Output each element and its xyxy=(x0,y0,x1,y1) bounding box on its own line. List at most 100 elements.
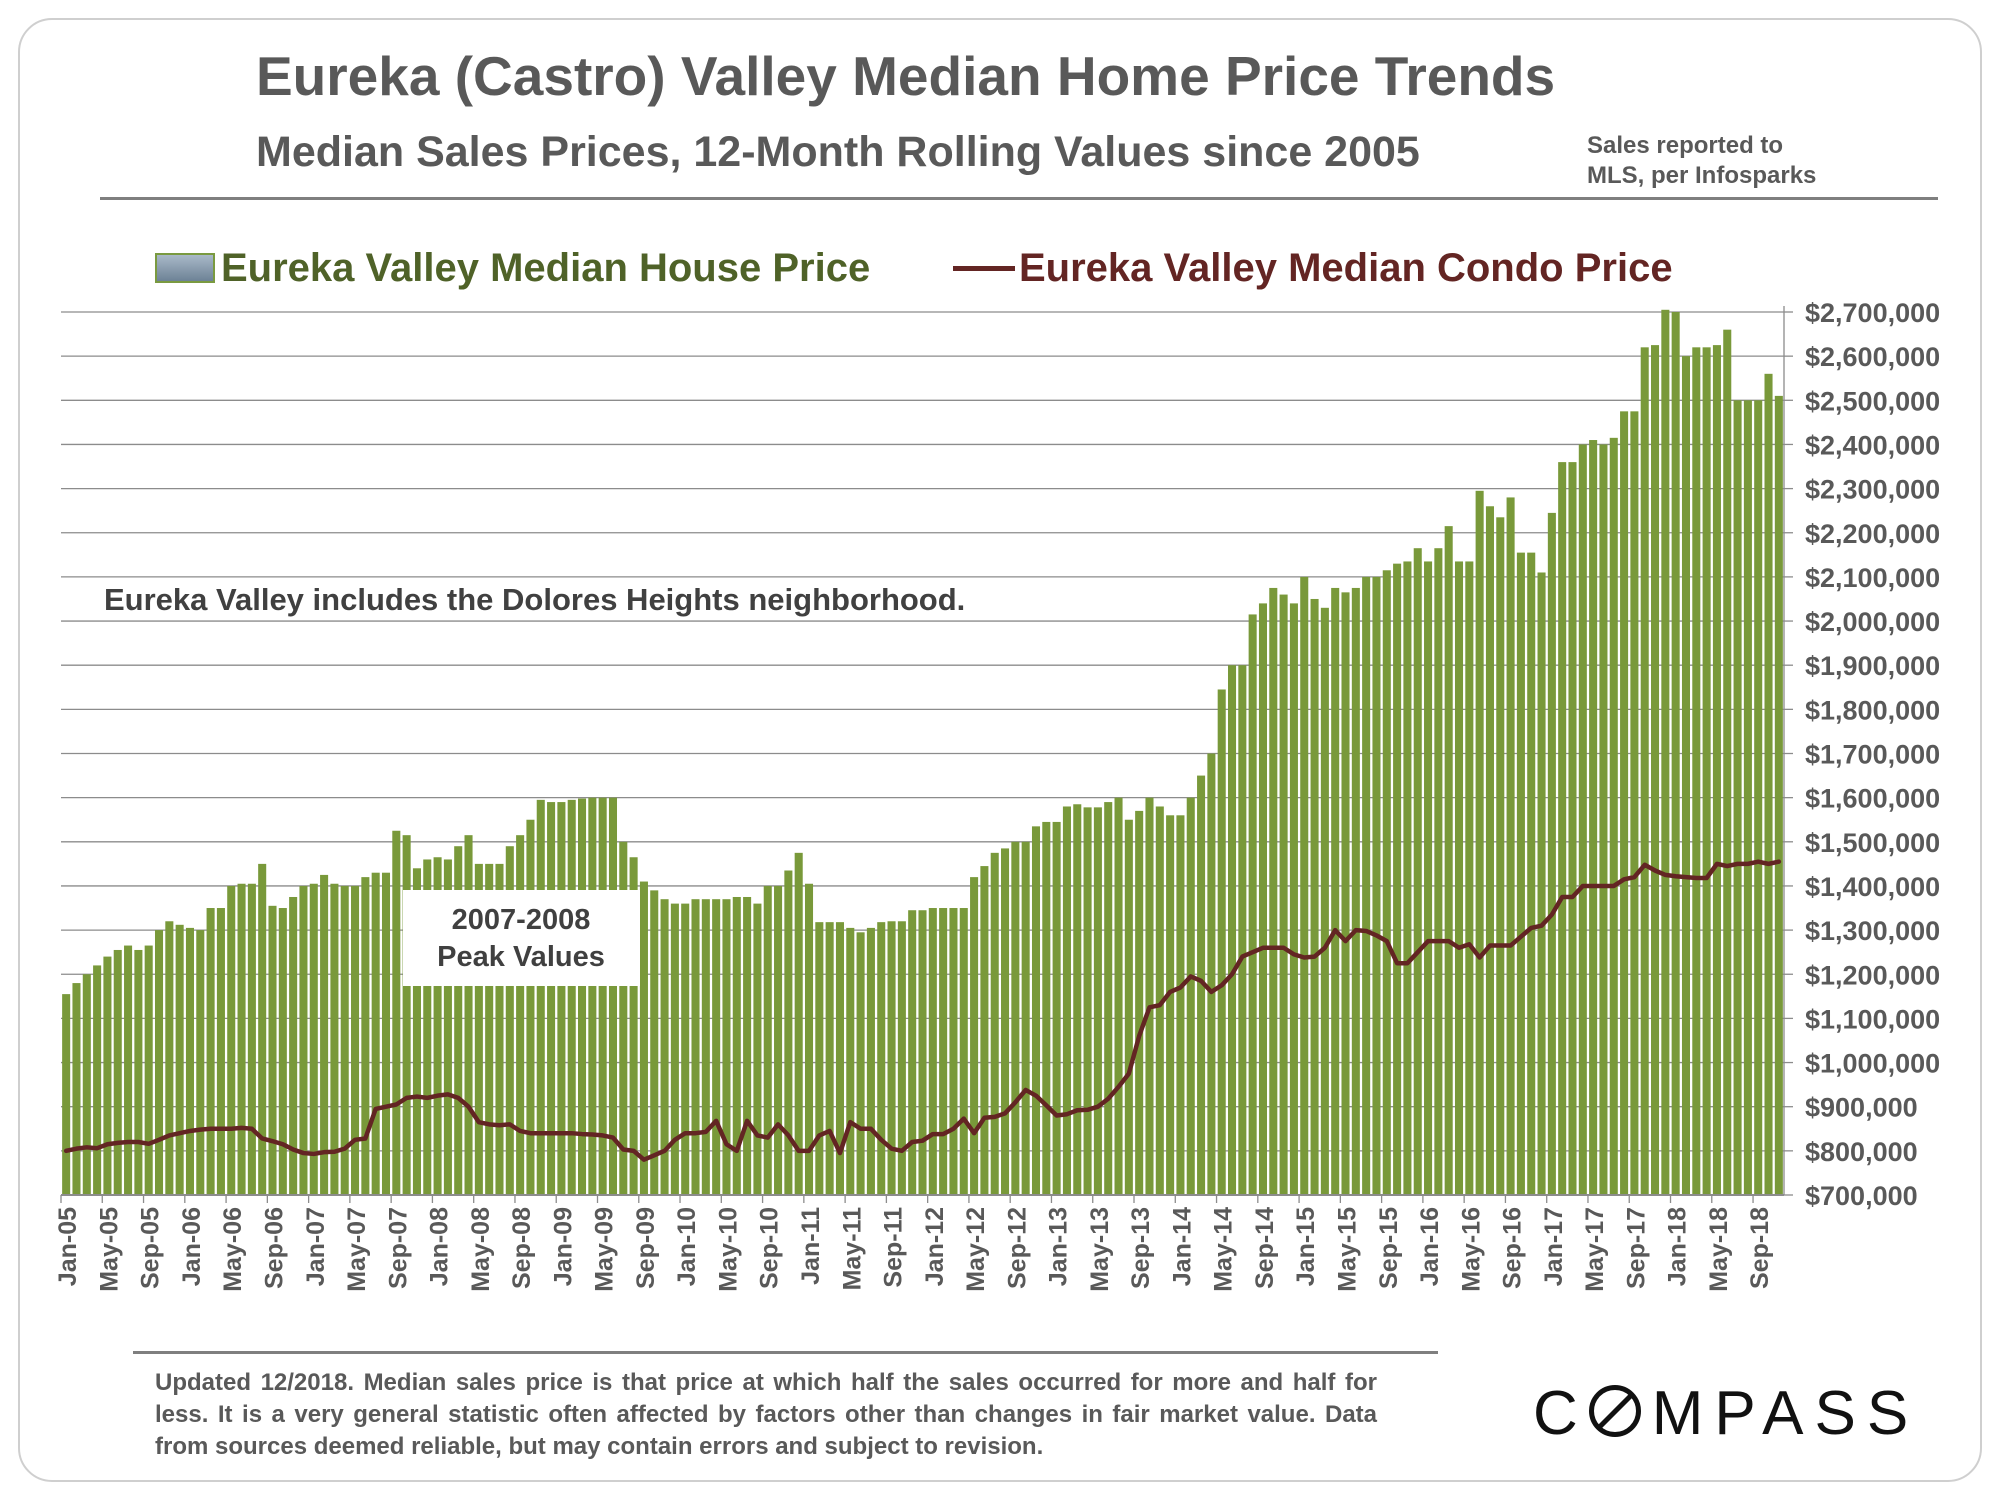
house-price-bar xyxy=(1011,841,1020,1195)
house-price-bar xyxy=(1289,603,1298,1195)
y-tick-label: $700,000 xyxy=(1805,1181,1918,1211)
house-price-bar xyxy=(206,908,215,1195)
house-price-bar xyxy=(1155,806,1164,1195)
house-price-bar xyxy=(1104,802,1113,1195)
house-price-bar xyxy=(1031,826,1041,1195)
house-price-bar xyxy=(1589,440,1598,1195)
house-price-bar xyxy=(774,885,783,1195)
house-price-bar xyxy=(247,883,256,1195)
x-tick-label: Sep-12 xyxy=(1003,1207,1031,1289)
house-price-bar xyxy=(196,930,205,1195)
house-price-bar xyxy=(1382,570,1391,1195)
x-tick-label: Sep-14 xyxy=(1251,1207,1279,1289)
house-price-bar xyxy=(1042,821,1051,1195)
house-price-bar xyxy=(743,896,752,1195)
house-price-bar xyxy=(794,852,803,1195)
house-price-bar xyxy=(175,924,184,1195)
house-price-bar xyxy=(485,863,494,1196)
x-tick-label: Jan-10 xyxy=(673,1207,701,1286)
house-price-bar xyxy=(1578,444,1587,1195)
house-price-bar xyxy=(1568,462,1577,1195)
y-tick-label: $1,100,000 xyxy=(1805,1004,1940,1034)
y-tick-label: $1,900,000 xyxy=(1805,651,1940,681)
x-tick-label: May-10 xyxy=(714,1207,742,1292)
y-tick-label: $2,300,000 xyxy=(1805,475,1940,505)
house-price-bar xyxy=(289,896,298,1195)
house-price-bar xyxy=(712,899,721,1195)
x-tick-label: May-12 xyxy=(962,1207,990,1292)
house-price-bar xyxy=(1702,347,1711,1195)
house-price-bar xyxy=(1021,841,1030,1195)
condo-price-line xyxy=(63,859,1782,1162)
house-price-bar xyxy=(1558,462,1567,1195)
house-price-bar xyxy=(918,910,927,1195)
house-price-bar xyxy=(1692,347,1701,1195)
y-tick-label: $1,700,000 xyxy=(1805,740,1940,770)
legend-swatch-house xyxy=(155,253,215,283)
x-tick-label: Jan-18 xyxy=(1664,1207,1692,1286)
y-tick-label: $1,500,000 xyxy=(1805,828,1940,858)
house-price-bar xyxy=(959,908,968,1195)
house-price-bar xyxy=(1124,819,1133,1195)
house-price-bar xyxy=(402,835,411,1195)
x-tick-label: Sep-11 xyxy=(880,1207,908,1288)
house-price-bar xyxy=(134,949,143,1195)
house-price-bar xyxy=(371,872,380,1195)
x-tick-label: May-11 xyxy=(838,1207,866,1290)
x-tick-label: Sep-08 xyxy=(508,1207,536,1289)
house-price-bar xyxy=(412,868,421,1195)
x-tick-label: May-13 xyxy=(1086,1207,1114,1292)
y-tick-label: $2,400,000 xyxy=(1805,430,1940,460)
house-price-bar xyxy=(887,921,896,1195)
house-price-bar xyxy=(1228,665,1237,1195)
house-price-bar xyxy=(392,830,401,1195)
house-price-bar xyxy=(1496,517,1505,1195)
peak-annotation-line-2: Peak Values xyxy=(437,941,605,973)
header-divider xyxy=(100,197,1938,200)
house-price-bar xyxy=(990,852,999,1195)
house-price-bar xyxy=(608,797,618,1195)
house-price-bar xyxy=(154,930,164,1195)
house-price-bar xyxy=(124,945,133,1195)
legend-item-condo: Eureka Valley Median Condo Price xyxy=(953,243,1673,293)
x-tick-label: Jan-05 xyxy=(54,1207,82,1286)
house-price-bar xyxy=(1083,807,1092,1195)
house-price-bar xyxy=(1661,309,1670,1195)
x-tick-label: Jan-08 xyxy=(426,1207,454,1286)
house-price-bar xyxy=(62,994,71,1195)
condo-price-line-group xyxy=(63,859,1782,1162)
house-price-bars xyxy=(62,309,1783,1196)
house-price-bar xyxy=(258,863,267,1196)
house-price-bar xyxy=(825,922,834,1195)
footnote: Updated 12/2018. Median sales price is t… xyxy=(155,1369,1377,1460)
house-price-bar xyxy=(1671,312,1680,1195)
x-tick-label: Jan-09 xyxy=(549,1207,577,1286)
house-price-bar xyxy=(1393,563,1402,1195)
house-price-bar xyxy=(1186,797,1195,1195)
source-note-line-2: MLS, per Infosparks xyxy=(1587,162,1817,189)
house-price-bar xyxy=(835,922,844,1195)
house-price-bar xyxy=(1001,848,1010,1195)
house-price-bar xyxy=(1062,806,1071,1195)
y-tick-label: $2,700,000 xyxy=(1805,298,1940,328)
house-price-bar xyxy=(877,922,886,1195)
x-tick-label: May-17 xyxy=(1581,1207,1609,1292)
x-tick-label: May-14 xyxy=(1210,1207,1238,1292)
x-tick-label: May-09 xyxy=(591,1207,619,1292)
house-price-bar xyxy=(1465,561,1474,1195)
house-price-bar xyxy=(897,921,906,1195)
house-price-bar xyxy=(1248,614,1257,1195)
house-price-bar xyxy=(639,881,648,1195)
x-tick-label: Jan-13 xyxy=(1045,1207,1073,1286)
house-price-bar xyxy=(1114,797,1123,1195)
house-price-bar xyxy=(185,927,194,1195)
house-price-bar xyxy=(588,797,597,1195)
house-price-bar xyxy=(351,885,360,1195)
house-price-bar xyxy=(340,885,349,1195)
legend-swatch-condo xyxy=(953,265,1015,271)
x-tick-label: Jan-14 xyxy=(1168,1207,1196,1286)
house-price-bar xyxy=(82,974,91,1195)
house-price-bar xyxy=(526,819,535,1195)
house-price-bar xyxy=(1620,411,1629,1196)
house-price-bar xyxy=(1537,572,1546,1195)
